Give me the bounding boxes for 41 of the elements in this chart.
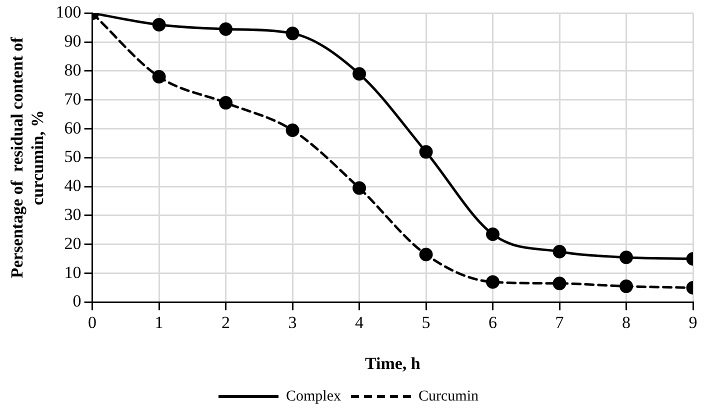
y-tick-label: 100 (56, 2, 82, 22)
x-axis-title: Time, h (364, 354, 421, 374)
point (419, 145, 433, 159)
point (620, 280, 634, 294)
x-tick-label: 0 (88, 312, 97, 332)
y-tick-label: 50 (64, 147, 82, 166)
x-tick-label: 9 (688, 312, 698, 332)
point (286, 123, 300, 137)
legend-label: Complex (286, 388, 342, 404)
point (352, 67, 366, 81)
x-tick-label: 2 (222, 312, 230, 332)
point (286, 26, 300, 40)
y-tick-label: 10 (64, 262, 82, 282)
y-tick-label: 20 (64, 234, 82, 253)
y-tick-label: 70 (64, 89, 82, 108)
legend-label: Curcumin (418, 388, 479, 404)
y-tick-label: 40 (64, 176, 82, 196)
point (620, 250, 634, 264)
point (152, 18, 166, 32)
x-tick-label: 8 (622, 312, 631, 332)
x-tick-label: 1 (154, 312, 164, 332)
point (419, 248, 433, 262)
point (486, 275, 500, 289)
y-tick-label: 0 (72, 292, 82, 311)
y-tick-label: 30 (64, 204, 82, 224)
x-tick-label: 5 (422, 312, 430, 332)
x-tick-label: 7 (555, 312, 564, 332)
point (219, 22, 233, 36)
point (552, 276, 566, 290)
x-tick-label: 6 (488, 312, 498, 332)
x-tick-label: 3 (288, 312, 297, 332)
point (486, 228, 500, 242)
point (352, 181, 366, 195)
point (219, 96, 233, 110)
y-axis-title: Persentage of residual content of curcumin, % (8, 36, 47, 278)
y-tick-label: 80 (64, 60, 82, 80)
point (552, 244, 566, 258)
y-tick-label: 60 (64, 118, 82, 138)
y-tick-label: 90 (64, 32, 82, 51)
point (152, 70, 166, 84)
x-tick-label: 4 (355, 312, 364, 332)
